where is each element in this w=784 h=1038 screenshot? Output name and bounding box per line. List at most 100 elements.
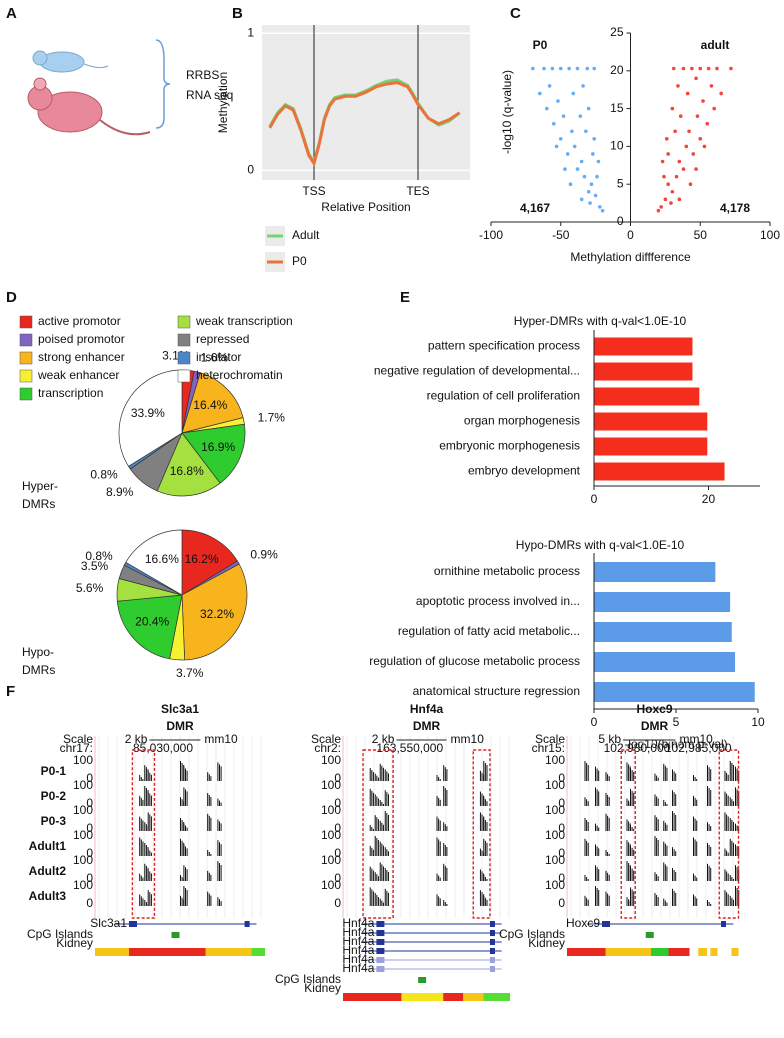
signal — [483, 838, 485, 856]
signal — [140, 896, 142, 906]
signal — [377, 876, 379, 881]
exon — [376, 948, 385, 954]
signal — [693, 894, 694, 906]
point — [571, 91, 576, 96]
slice-label: 16.4% — [193, 398, 227, 412]
signal — [598, 791, 600, 806]
legend-label: weak enhancer — [37, 368, 119, 382]
signal — [481, 772, 483, 781]
chromatin-state — [205, 948, 252, 956]
signal — [729, 797, 731, 806]
point — [588, 201, 592, 205]
row-label: P0-2 — [41, 789, 67, 803]
signal — [633, 891, 635, 906]
signal — [444, 824, 446, 831]
signal — [386, 813, 388, 831]
point — [702, 144, 707, 149]
signal — [185, 789, 186, 806]
signal — [149, 871, 151, 881]
signal — [486, 765, 488, 781]
signal — [150, 774, 152, 781]
signal — [657, 876, 659, 881]
signal — [446, 826, 448, 831]
signal — [443, 822, 445, 831]
signal — [185, 888, 186, 906]
signal — [145, 902, 147, 906]
signal — [369, 887, 371, 906]
signal — [376, 874, 378, 881]
count-label: 4,167 — [520, 201, 550, 215]
scale-label: Scale — [63, 732, 93, 746]
signal — [608, 895, 610, 906]
signal — [381, 802, 383, 806]
signal — [208, 795, 210, 806]
point — [663, 197, 668, 202]
point — [662, 174, 666, 179]
category-label: regulation of fatty acid metabolic... — [398, 624, 580, 638]
point — [582, 174, 587, 179]
signal — [708, 824, 710, 831]
signal — [598, 827, 600, 831]
signal — [208, 872, 210, 881]
exon — [489, 966, 495, 972]
signal — [376, 838, 378, 856]
series-label: P0 — [533, 38, 548, 52]
signal — [220, 823, 222, 831]
signal — [657, 897, 659, 906]
signal — [382, 845, 384, 856]
point — [684, 144, 689, 149]
signal — [377, 819, 379, 831]
track-tick: 0 — [334, 896, 341, 910]
scale-value: 2 kb — [125, 732, 148, 746]
legend-label: insulator — [196, 350, 241, 364]
signal — [626, 861, 628, 881]
signal — [369, 866, 371, 881]
signal — [217, 798, 219, 806]
signal — [729, 838, 731, 856]
signal — [732, 899, 734, 906]
signal — [736, 846, 738, 856]
signal — [654, 872, 656, 881]
signal — [654, 893, 656, 906]
chromatin-state — [698, 948, 707, 956]
signal — [664, 843, 666, 856]
point — [694, 167, 698, 171]
signal — [726, 892, 728, 906]
signal — [439, 841, 441, 856]
signal — [217, 819, 219, 831]
point — [578, 114, 583, 118]
chrom-label: chr15: — [532, 741, 565, 755]
signal — [584, 895, 586, 906]
transcript-label: Hnf4a — [342, 934, 374, 948]
legend-label: strong enhancer — [38, 350, 125, 364]
cpg-label: CpG Islands — [27, 927, 93, 941]
signal — [675, 815, 677, 831]
signal — [443, 843, 445, 856]
signal — [486, 879, 488, 881]
signal — [147, 770, 149, 781]
signal — [608, 874, 610, 881]
signal — [726, 772, 728, 781]
signal — [483, 761, 485, 781]
chromatin-state — [668, 948, 690, 956]
track-tick: 0 — [334, 846, 341, 860]
chromatin-state — [401, 993, 444, 1001]
point — [698, 137, 703, 141]
pie-slice — [156, 432, 221, 497]
signal — [145, 865, 147, 881]
signal — [180, 895, 181, 906]
y-tick-label: 20 — [610, 63, 624, 77]
signal — [387, 892, 389, 906]
dmr-title: DMR — [413, 719, 441, 733]
signal — [149, 772, 151, 781]
signal — [371, 827, 373, 831]
signal — [696, 898, 698, 906]
signal — [220, 802, 222, 806]
point — [670, 106, 675, 111]
x-tick-label: 10 — [751, 715, 765, 729]
chrom-label: chr17: — [60, 741, 93, 755]
point — [598, 205, 602, 209]
signal — [675, 851, 677, 856]
signal — [145, 824, 147, 831]
panel-label: F — [6, 683, 15, 700]
